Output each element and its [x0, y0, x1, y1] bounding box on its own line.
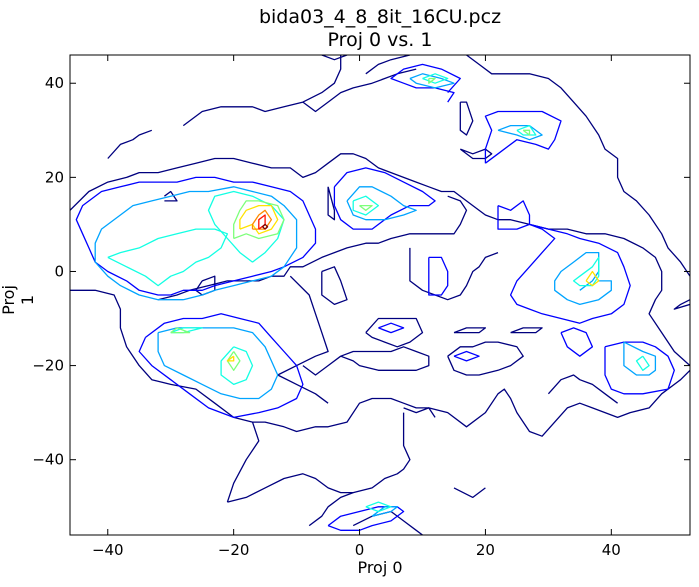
x-tick-label: 20	[476, 541, 495, 559]
contour-level-2-line-2	[346, 186, 417, 221]
contour-level-0-line-19	[447, 341, 524, 376]
y-tick-label: −20	[32, 357, 64, 375]
contour-level-2-line-7	[497, 124, 543, 141]
contour-level-1-line-10	[453, 350, 480, 362]
contour-level-0-line-7	[673, 299, 690, 310]
contour-level-0-line-2	[182, 55, 342, 127]
contour-level-4-line-4	[522, 129, 531, 136]
contour-level-0-line-1	[70, 289, 690, 437]
contour-level-2-line-5	[371, 506, 398, 517]
contour-level-0-line-21	[365, 317, 424, 348]
contour-level-0-line-22	[453, 327, 487, 334]
contour-level-0-line-26	[453, 487, 486, 499]
contour-lines	[70, 55, 690, 535]
contour-level-3-line-6	[635, 355, 650, 371]
contour-level-1-line-7	[484, 110, 562, 164]
contour-level-4-line-3	[359, 204, 373, 211]
y-axis-label: Proj 1	[0, 285, 37, 315]
contour-level-1-line-0	[75, 176, 317, 296]
chart-subtitle: Proj 0 vs. 1	[327, 29, 433, 51]
contour-level-4-line-1	[226, 351, 241, 371]
contour-level-3-line-1	[207, 190, 285, 263]
contour-level-0-line-11	[226, 421, 260, 503]
contour-level-0-line-10	[277, 275, 329, 404]
contour-level-0-line-12	[227, 412, 411, 503]
contour-level-0-line-16	[409, 247, 499, 301]
contour-level-1-line-2	[138, 313, 304, 419]
contour-level-1-line-6	[560, 327, 594, 357]
contour-level-3-line-9	[516, 124, 537, 136]
contour-level-3-line-7	[365, 501, 392, 513]
contour-level-1-line-3	[497, 200, 531, 230]
contour-level-8-line-0	[261, 223, 269, 230]
y-tick-label: 40	[45, 74, 64, 92]
contour-level-2-line-0	[94, 186, 298, 301]
contour-level-1-line-11	[604, 341, 675, 395]
contour-level-1-line-5	[509, 223, 631, 324]
contour-level-0-line-13	[164, 190, 178, 202]
contour-level-0-line-18	[403, 407, 436, 418]
contour-level-0-line-8	[157, 195, 468, 301]
contour-level-3-line-3	[220, 346, 254, 386]
contour-level-3-line-4	[352, 195, 380, 216]
contour-level-1-line-1	[333, 167, 436, 230]
contour-level-0-line-6	[466, 55, 690, 277]
contour-level-0-line-17	[302, 346, 430, 376]
contour-level-0-line-9	[321, 266, 348, 306]
contour-level-0-line-23	[510, 327, 543, 334]
contour-level-0-line-27	[459, 148, 493, 160]
contour-level-2-line-6	[409, 73, 455, 89]
contour-level-0-line-4	[321, 55, 348, 61]
contour-level-0-line-24	[352, 510, 423, 535]
contour-level-7-line-0	[258, 214, 266, 230]
contour-level-4-line-5	[428, 77, 436, 84]
contour-level-3-line-0	[107, 228, 229, 287]
axis-ticks: −40 −20 0 20 40 −40 −20 0 20 40	[32, 55, 690, 559]
y-tick-label: 0	[54, 262, 64, 280]
contour-level-1-line-9	[378, 322, 405, 334]
contour-level-1-line-12	[327, 506, 405, 531]
x-tick-label: 40	[602, 541, 621, 559]
contour-level-0-line-5	[365, 55, 411, 75]
contour-level-2-line-4	[623, 341, 657, 376]
contour-level-0-line-3	[107, 129, 153, 159]
x-tick-label: 0	[355, 541, 365, 559]
contour-level-0-line-14	[327, 186, 336, 221]
contour-level-0-line-0	[70, 153, 690, 367]
chart-title: bida03_4_8_8it_16CU.pcz	[258, 6, 502, 28]
contour-level-0-line-29	[302, 68, 417, 113]
contour-level-1-line-8	[390, 63, 461, 103]
x-tick-label: −20	[218, 541, 250, 559]
plot-frame	[69, 54, 691, 536]
x-tick-label: −40	[92, 541, 124, 559]
contour-level-2-line-1	[157, 327, 279, 400]
contour-level-1-line-4	[428, 256, 449, 296]
contour-level-0-line-25	[308, 491, 354, 527]
contour-level-4-line-0	[233, 200, 285, 240]
contour-level-3-line-5	[572, 256, 600, 287]
contour-level-0-line-20	[547, 374, 618, 404]
contour-level-0-line-28	[459, 101, 474, 136]
x-axis-label: Proj 0	[357, 558, 403, 577]
contour-level-2-line-3	[554, 251, 612, 306]
contour-level-5-line-2	[585, 270, 600, 287]
contour-level-0-line-15	[195, 275, 216, 296]
y-tick-label: 20	[45, 168, 64, 186]
contour-level-4-line-2	[170, 327, 191, 334]
y-tick-label: −40	[32, 451, 64, 469]
contour-level-5-line-1	[226, 355, 235, 362]
